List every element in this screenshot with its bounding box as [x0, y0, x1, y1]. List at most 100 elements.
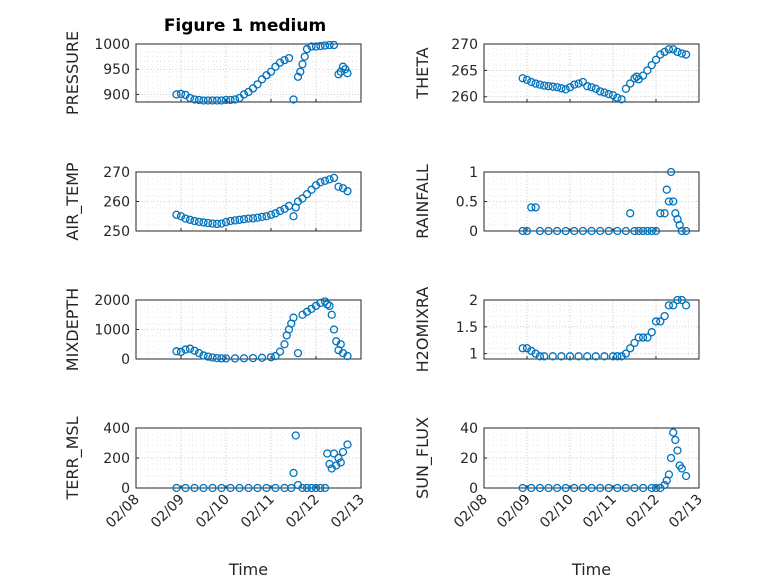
data-point	[673, 295, 682, 305]
data-point	[199, 351, 208, 360]
data-point	[235, 483, 244, 493]
data-point	[302, 483, 312, 493]
data-point	[660, 311, 669, 321]
data-point	[271, 209, 280, 218]
data-point	[669, 428, 678, 437]
x-tick-label: 02/13	[666, 492, 706, 532]
data-point	[656, 317, 665, 326]
data-point	[613, 93, 622, 102]
data-point	[666, 167, 676, 177]
data-point	[217, 96, 226, 105]
y-tick-label: 40	[460, 421, 478, 437]
x-tick-label: 02/08	[103, 492, 143, 532]
data-point	[531, 203, 540, 212]
data-point	[336, 458, 345, 467]
data-point	[647, 328, 656, 337]
data-point	[176, 89, 186, 99]
data-point	[217, 354, 226, 363]
data-point	[248, 84, 258, 93]
data-point	[643, 66, 652, 75]
subplot-h2omixra: 1 1.5 2 H2OMIXRA	[413, 287, 700, 372]
data-point	[621, 483, 631, 493]
y-tick-label: 265	[451, 63, 478, 79]
data-point	[677, 464, 686, 473]
data-point	[595, 226, 605, 236]
data-point	[671, 435, 680, 445]
y-axis-label: SUN_FLUX	[413, 417, 433, 499]
data-point	[548, 82, 557, 91]
data-point	[681, 471, 691, 481]
data-point	[548, 352, 557, 361]
data-point	[574, 79, 583, 88]
data-point	[190, 483, 199, 493]
y-tick-label: 250	[103, 224, 130, 240]
data-point	[338, 447, 348, 457]
data-point	[604, 89, 613, 99]
data-point	[578, 483, 588, 493]
data-point	[630, 74, 639, 83]
data-point	[172, 347, 181, 356]
data-point	[289, 95, 298, 104]
x-tick-label: 02/10	[193, 492, 233, 532]
data-point	[334, 453, 343, 463]
data-point	[257, 75, 267, 84]
data-point	[316, 41, 325, 51]
x-axis-label: Time	[571, 560, 611, 579]
data-point	[544, 82, 553, 91]
data-point	[244, 214, 253, 223]
y-axis-label: TERR_MSL	[63, 416, 83, 500]
data-point	[626, 344, 635, 353]
axes-frame	[483, 43, 700, 103]
data-point	[583, 352, 592, 361]
y-tick-label: 0	[121, 481, 130, 497]
data-point	[226, 216, 235, 226]
data-point	[239, 215, 249, 224]
data-point	[329, 173, 339, 183]
y-tick-label: 200	[103, 451, 130, 467]
data-point	[221, 217, 231, 227]
data-point	[230, 354, 240, 363]
y-tick-label: 1	[469, 347, 478, 363]
data-point	[570, 483, 579, 493]
data-point	[338, 62, 348, 71]
data-point	[212, 96, 222, 105]
data-point	[176, 347, 186, 357]
subplot-mixdepth: 0 1000 2000 MIXDEPTH	[63, 288, 362, 371]
y-tick-label: 260	[103, 195, 130, 211]
data-point	[557, 84, 566, 93]
data-point	[570, 80, 579, 89]
data-point	[634, 226, 643, 236]
data-point	[613, 352, 622, 361]
subplot-terr-msl: 0 200 400 TERR_MSL 02/08 02/09 02/10 02/11 02/12…	[63, 416, 368, 579]
y-tick-label: 260	[451, 90, 478, 106]
data-point	[239, 90, 249, 99]
data-point	[203, 218, 213, 228]
data-point	[557, 352, 566, 361]
data-point	[630, 338, 639, 348]
axes-box	[483, 171, 700, 232]
data-point	[522, 226, 532, 236]
data-point	[266, 210, 276, 219]
data-point	[583, 82, 592, 91]
data-point	[262, 483, 271, 493]
data-point	[647, 483, 656, 493]
data-point	[638, 226, 648, 236]
data-point	[552, 226, 562, 236]
data-point	[280, 340, 289, 349]
data-point	[185, 215, 195, 224]
data-point	[341, 65, 350, 74]
data-point	[660, 209, 669, 218]
data-point	[289, 313, 298, 322]
data-point	[280, 55, 289, 65]
data-point	[561, 226, 570, 236]
data-point	[212, 219, 222, 229]
data-point	[248, 214, 258, 223]
data-point	[296, 67, 305, 76]
data-point	[194, 348, 204, 358]
data-point	[651, 483, 661, 493]
data-point	[681, 301, 691, 310]
data-point	[656, 50, 665, 59]
subplot-theta: 260 265 270 THETA	[413, 37, 700, 106]
data-point	[185, 93, 195, 103]
y-tick-label: 20	[460, 451, 478, 467]
